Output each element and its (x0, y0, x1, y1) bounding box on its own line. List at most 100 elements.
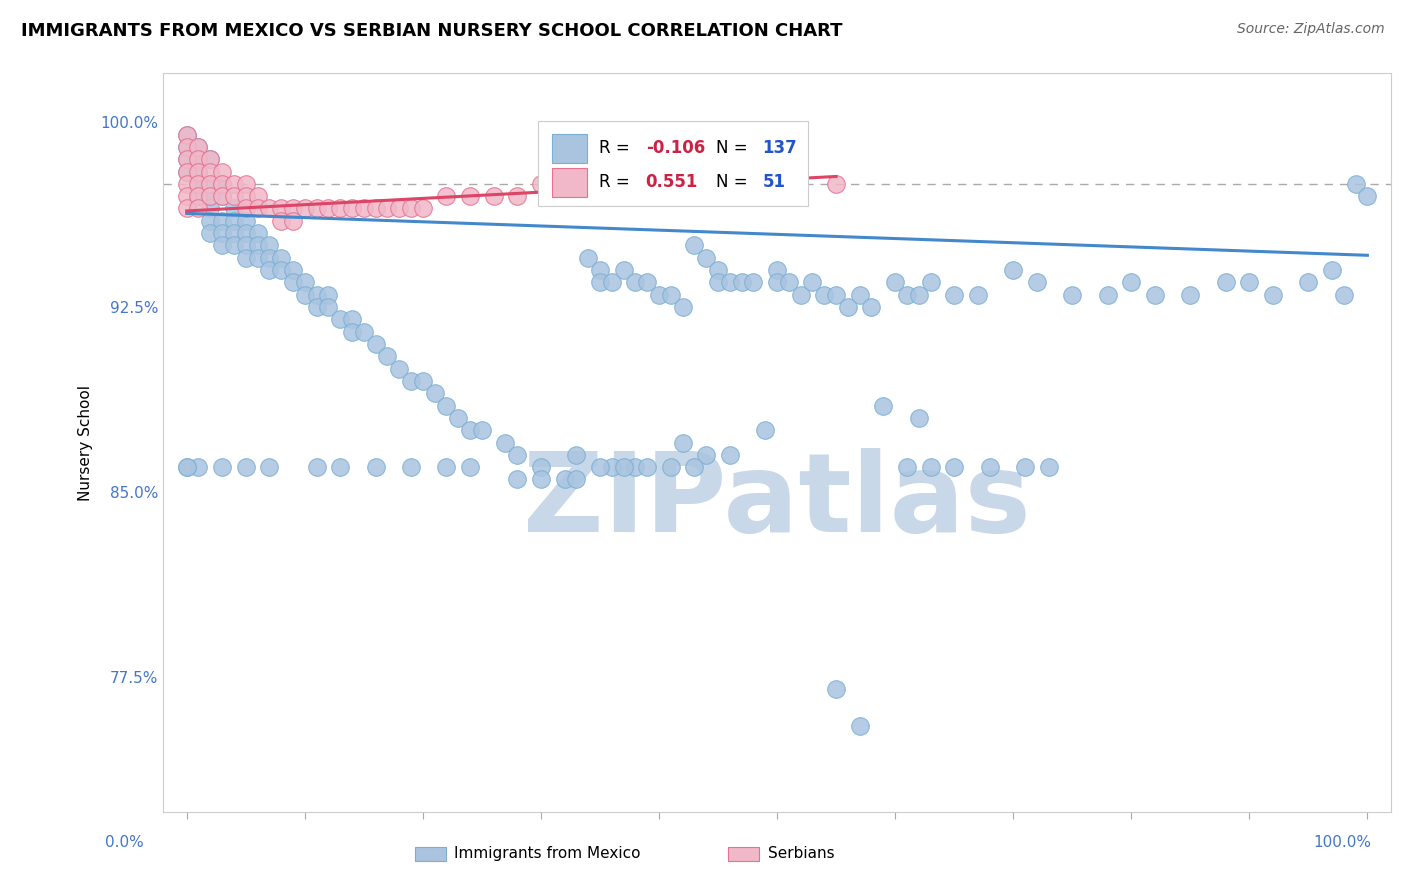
Point (458, 423, 481, 437)
Point (1038, 460, 1060, 475)
Text: Serbians: Serbians (768, 847, 834, 861)
Text: R =: R = (599, 139, 636, 157)
Point (1344, 177, 1367, 191)
Point (825, 681, 848, 696)
Point (495, 435, 517, 450)
Text: ZIPatlas: ZIPatlas (523, 448, 1031, 555)
Text: Immigrants from Mexico: Immigrants from Mexico (454, 847, 641, 861)
Point (436, 460, 458, 475)
Point (222, 226, 245, 240)
Point (458, 460, 481, 475)
Point (979, 460, 1001, 475)
Point (801, 276, 824, 290)
Point (270, 263, 292, 277)
Point (506, 189, 529, 203)
Point (211, 189, 233, 203)
Point (187, 189, 209, 203)
Point (211, 164, 233, 178)
Point (458, 189, 481, 203)
Point (176, 189, 198, 203)
Point (246, 202, 269, 216)
Point (235, 238, 257, 252)
Point (211, 177, 233, 191)
Text: -0.106: -0.106 (645, 139, 704, 157)
Point (187, 164, 209, 178)
Point (176, 164, 198, 178)
Point (200, 177, 222, 191)
Point (364, 337, 387, 351)
Point (920, 460, 942, 475)
Point (211, 214, 233, 228)
Point (200, 214, 222, 228)
Point (200, 152, 222, 166)
Point (671, 177, 693, 191)
Point (187, 177, 209, 191)
Point (671, 300, 693, 314)
Point (377, 349, 399, 363)
Point (270, 202, 292, 216)
Point (554, 473, 576, 487)
Point (176, 140, 198, 154)
Point (530, 473, 553, 487)
Point (235, 177, 257, 191)
Point (695, 448, 717, 462)
Text: N =: N = (716, 139, 752, 157)
Point (671, 435, 693, 450)
Point (235, 226, 257, 240)
Point (648, 287, 671, 301)
Text: IMMIGRANTS FROM MEXICO VS SERBIAN NURSERY SCHOOL CORRELATION CHART: IMMIGRANTS FROM MEXICO VS SERBIAN NURSER… (21, 22, 842, 40)
Point (612, 460, 634, 475)
Point (837, 300, 859, 314)
Point (683, 460, 706, 475)
Point (1320, 263, 1343, 277)
Point (399, 460, 422, 475)
Point (565, 448, 588, 462)
Text: 0.0%: 0.0% (105, 836, 145, 850)
Point (943, 287, 966, 301)
Point (176, 128, 198, 142)
Point (907, 287, 929, 301)
Point (305, 300, 328, 314)
Point (565, 473, 588, 487)
Point (1002, 263, 1025, 277)
Point (659, 460, 682, 475)
Point (1014, 460, 1036, 475)
Point (187, 152, 209, 166)
Point (612, 263, 634, 277)
Point (329, 202, 352, 216)
Text: N =: N = (716, 173, 752, 192)
Point (848, 719, 870, 733)
Point (305, 460, 328, 475)
Point (742, 276, 765, 290)
Point (294, 276, 316, 290)
Point (235, 460, 257, 475)
Point (211, 189, 233, 203)
Point (1121, 276, 1143, 290)
Point (825, 287, 848, 301)
Point (718, 276, 741, 290)
Point (235, 189, 257, 203)
Point (1261, 287, 1284, 301)
Point (1333, 287, 1355, 301)
Text: R =: R = (599, 173, 636, 192)
Point (388, 202, 411, 216)
Point (246, 251, 269, 265)
Point (754, 423, 776, 437)
Point (176, 177, 198, 191)
Point (730, 276, 752, 290)
Point (305, 287, 328, 301)
Point (176, 140, 198, 154)
Point (447, 410, 470, 425)
Point (589, 276, 612, 290)
Point (636, 460, 658, 475)
Point (246, 226, 269, 240)
Point (436, 399, 458, 413)
Point (506, 473, 529, 487)
Point (187, 189, 209, 203)
Text: Source: ZipAtlas.com: Source: ZipAtlas.com (1237, 22, 1385, 37)
Point (589, 177, 612, 191)
Point (436, 189, 458, 203)
Point (1298, 276, 1320, 290)
Point (589, 460, 612, 475)
Point (270, 251, 292, 265)
